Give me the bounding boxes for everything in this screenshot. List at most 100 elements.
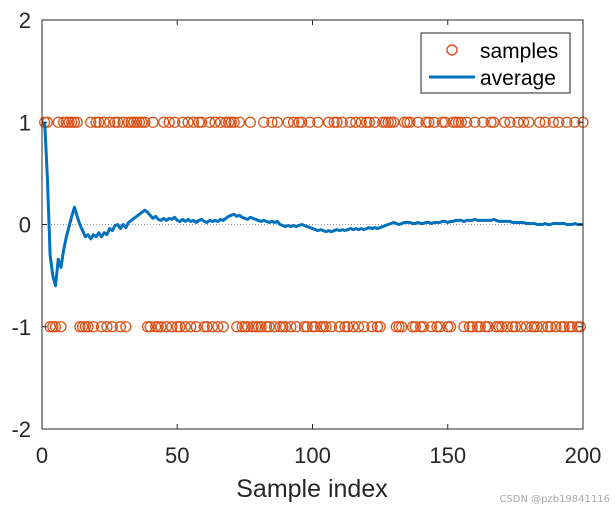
sample-point: [198, 321, 210, 333]
sample-point: [374, 321, 386, 333]
y-tick-label: 2: [19, 8, 31, 33]
sample-point: [390, 321, 403, 333]
sample-point: [401, 116, 413, 128]
y-tick-label: 1: [19, 110, 31, 135]
sample-point: [222, 116, 235, 128]
sample-point: [179, 321, 192, 333]
sample-point: [177, 116, 189, 128]
sample-point: [304, 116, 316, 128]
sample-point: [428, 116, 440, 128]
sample-point: [66, 116, 78, 128]
sample-point: [471, 321, 484, 333]
sample-point: [93, 116, 105, 128]
sample-point: [369, 116, 381, 128]
axis-ticks: 0 50 100 150 200 2 1 0 -1 -2: [11, 8, 601, 468]
sample-point: [314, 321, 327, 333]
sample-point: [379, 116, 392, 128]
sample-point: [68, 116, 81, 128]
sample-point: [120, 321, 132, 333]
sample-point: [393, 321, 405, 333]
samples-series: [39, 116, 589, 333]
sample-point: [206, 321, 219, 333]
sample-point: [141, 321, 154, 333]
sample-point: [306, 321, 319, 333]
sample-point: [217, 321, 229, 333]
sample-point: [282, 116, 294, 128]
sample-point: [333, 321, 346, 333]
sample-point: [501, 321, 513, 333]
sample-point: [350, 116, 362, 128]
sample-point: [139, 116, 151, 128]
sample-point: [117, 116, 129, 128]
sample-point: [463, 321, 476, 333]
sample-point: [431, 321, 443, 333]
sample-point: [512, 116, 524, 128]
sample-point: [255, 321, 267, 333]
sample-point: [228, 116, 240, 128]
x-tick-label: 150: [429, 443, 466, 468]
sample-point: [301, 321, 313, 333]
sample-point: [85, 116, 97, 128]
sample-point: [106, 321, 118, 333]
x-tick-label: 100: [294, 443, 331, 468]
sample-point: [396, 321, 408, 333]
sample-point: [344, 116, 357, 128]
sample-point: [544, 321, 557, 333]
sample-point: [233, 116, 246, 128]
sample-point: [493, 321, 505, 333]
sample-point: [52, 116, 64, 128]
sample-point: [325, 321, 338, 333]
sample-point: [415, 321, 427, 333]
sample-point: [90, 116, 102, 128]
average-series-line: [43, 122, 583, 288]
sample-point: [147, 116, 159, 128]
sample-point: [263, 321, 275, 333]
sample-point: [444, 321, 457, 333]
sample-point: [477, 116, 489, 128]
sample-point: [347, 321, 359, 333]
y-tick-label: -1: [11, 315, 31, 340]
sample-point: [231, 321, 243, 333]
sample-point: [163, 116, 175, 128]
sample-point: [155, 321, 167, 333]
sample-point: [387, 116, 400, 128]
sample-point: [509, 321, 522, 333]
sample-point: [168, 116, 181, 128]
sample-point: [482, 321, 494, 333]
legend-average-label: average: [480, 67, 556, 90]
sample-point: [377, 116, 389, 128]
sample-point: [128, 116, 140, 128]
sample-point: [420, 116, 432, 128]
x-tick-label: 50: [165, 443, 189, 468]
sample-point: [328, 116, 340, 128]
legend-samples-marker: [446, 44, 458, 56]
x-tick-label: 200: [565, 443, 602, 468]
sample-point: [166, 321, 178, 333]
sample-point: [285, 321, 297, 333]
sample-point: [466, 321, 478, 333]
sample-point: [76, 321, 89, 333]
sample-point: [485, 116, 497, 128]
watermark: CSDN @pzb19841116: [499, 494, 610, 505]
sample-point: [63, 116, 75, 128]
sample-point: [458, 321, 470, 333]
sample-point: [398, 116, 411, 128]
sample-point: [293, 116, 305, 128]
sample-point: [201, 321, 213, 333]
legend-samples-label: samples: [480, 40, 558, 63]
sample-point: [320, 321, 332, 333]
sample-point: [507, 321, 519, 333]
sample-point: [455, 116, 467, 128]
sample-point: [461, 116, 473, 128]
sample-point: [536, 321, 549, 333]
sample-point: [187, 116, 200, 128]
sample-point: [131, 116, 143, 128]
sample-point: [204, 116, 216, 128]
sample-point: [71, 116, 83, 128]
sample-point: [317, 321, 329, 333]
sample-point: [409, 321, 421, 333]
sample-point: [101, 321, 113, 333]
sample-point: [122, 116, 135, 128]
sample-point: [220, 116, 232, 128]
sample-point: [74, 321, 86, 333]
